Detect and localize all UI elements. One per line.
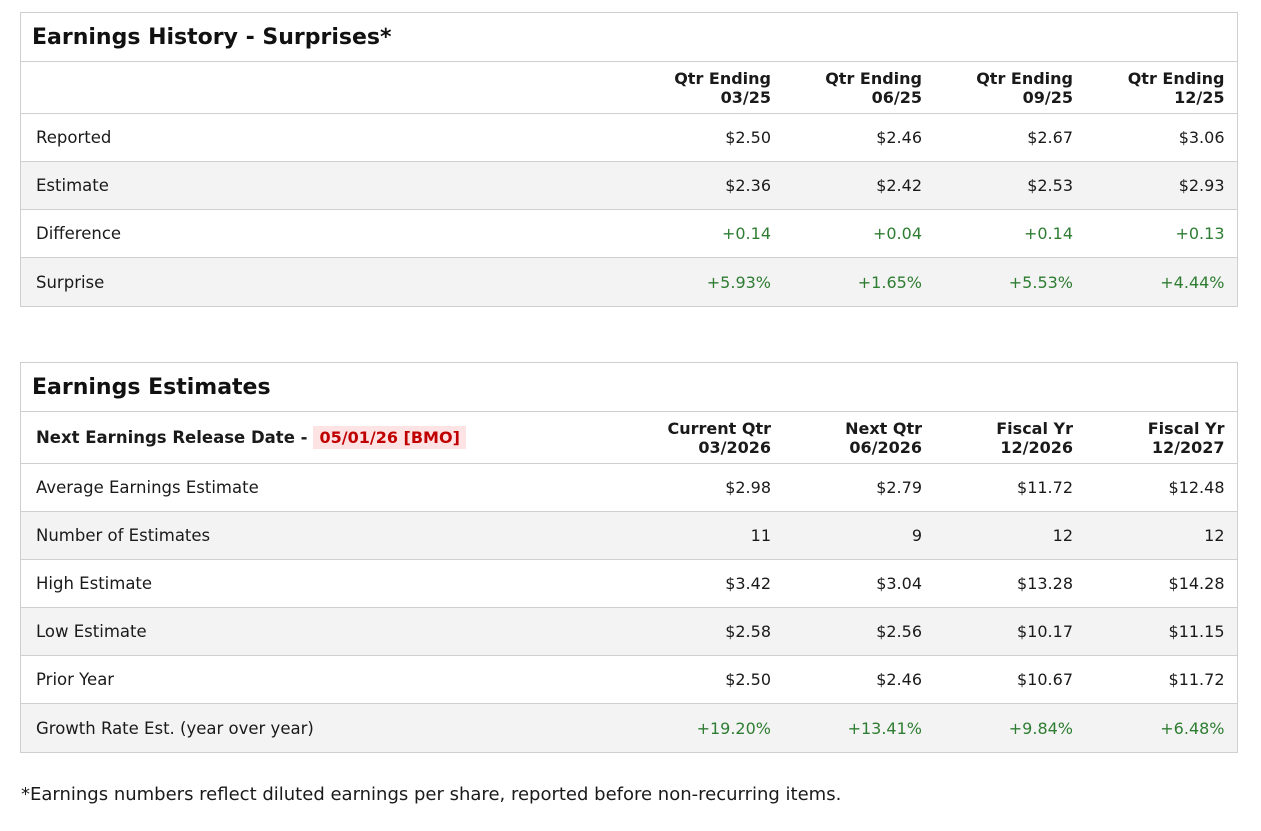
column-header: Qtr Ending 12/25 <box>1127 68 1225 107</box>
earnings-estimates-panel: Earnings Estimates Next Earnings Release… <box>20 362 1238 753</box>
row-label: Average Earnings Estimate <box>36 478 259 497</box>
row-label: Growth Rate Est. (year over year) <box>36 718 314 738</box>
table-cell: $12.48 <box>1168 478 1225 497</box>
table-cell: $3.04 <box>876 574 922 593</box>
column-header: Current Qtr 03/2026 <box>667 418 771 457</box>
table-cell: $2.56 <box>876 622 922 641</box>
table-cell: 12 <box>1204 526 1225 545</box>
column-header: Qtr Ending 06/25 <box>825 68 922 107</box>
table-cell: +5.53% <box>1008 272 1073 292</box>
earnings-estimates-title: Earnings Estimates <box>21 363 1237 412</box>
row-label: Prior Year <box>36 670 115 689</box>
release-date-label: Next Earnings Release Date - <box>36 428 308 447</box>
table-cell: $3.06 <box>1178 128 1225 147</box>
table-cell: $2.67 <box>1027 128 1073 147</box>
table-row: Number of Estimates 11 9 12 12 <box>21 512 1237 560</box>
table-row: High Estimate $3.42 $3.04 $13.28 $14.28 <box>21 560 1237 608</box>
table-cell: $2.46 <box>876 670 922 689</box>
table-cell: 9 <box>911 526 922 545</box>
table-cell: $10.17 <box>1017 622 1073 641</box>
column-header: Fiscal Yr 12/2026 <box>996 418 1073 457</box>
table-cell: +4.44% <box>1160 272 1225 292</box>
table-cell: +13.41% <box>847 718 922 738</box>
table-cell: +6.48% <box>1160 718 1225 738</box>
table-row: Prior Year $2.50 $2.46 $10.67 $11.72 <box>21 656 1237 704</box>
table-row: Growth Rate Est. (year over year) +19.20… <box>21 704 1237 752</box>
release-date-cell: Next Earnings Release Date - 05/01/26 [B… <box>21 426 621 449</box>
row-label: Difference <box>36 224 122 243</box>
release-date-value: 05/01/26 [BMO] <box>313 426 466 449</box>
table-cell: $2.53 <box>1027 176 1073 195</box>
table-cell: 12 <box>1052 526 1073 545</box>
table-row: Difference +0.14 +0.04 +0.14 +0.13 <box>21 210 1237 258</box>
table-cell: 11 <box>750 526 771 545</box>
table-cell: +1.65% <box>857 272 922 292</box>
table-cell: $2.50 <box>725 670 771 689</box>
table-cell: $11.72 <box>1168 670 1225 689</box>
footnote: *Earnings numbers reflect diluted earnin… <box>21 784 842 805</box>
column-header: Qtr Ending 03/25 <box>674 68 771 107</box>
table-cell: $3.42 <box>725 574 771 593</box>
table-cell: $2.98 <box>725 478 771 497</box>
row-label: Surprise <box>36 272 105 292</box>
table-cell: +0.04 <box>872 224 922 243</box>
row-label: Estimate <box>36 176 109 195</box>
earnings-history-title: Earnings History - Surprises* <box>21 13 1237 62</box>
column-header: Next Qtr 06/2026 <box>845 418 922 457</box>
row-label: Reported <box>36 128 112 147</box>
row-label: Number of Estimates <box>36 526 211 545</box>
table-cell: $2.79 <box>876 478 922 497</box>
earnings-history-panel: Earnings History - Surprises* Qtr Ending… <box>20 12 1238 307</box>
table-cell: $10.67 <box>1017 670 1073 689</box>
table-cell: $2.50 <box>725 128 771 147</box>
table-cell: $2.46 <box>876 128 922 147</box>
table-cell: +9.84% <box>1008 718 1073 738</box>
table-cell: $11.72 <box>1017 478 1073 497</box>
row-label: Low Estimate <box>36 622 147 641</box>
table-cell: +5.93% <box>706 272 771 292</box>
table-cell: $2.58 <box>725 622 771 641</box>
row-label: High Estimate <box>36 574 153 593</box>
table-cell: $14.28 <box>1168 574 1225 593</box>
table-cell: +0.14 <box>1023 224 1073 243</box>
table-row: Reported $2.50 $2.46 $2.67 $3.06 <box>21 114 1237 162</box>
table-cell: $11.15 <box>1168 622 1225 641</box>
table-row: Average Earnings Estimate $2.98 $2.79 $1… <box>21 464 1237 512</box>
column-header: Qtr Ending 09/25 <box>976 68 1073 107</box>
table-cell: +19.20% <box>696 718 771 738</box>
table-row: Surprise +5.93% +1.65% +5.53% +4.44% <box>21 258 1237 306</box>
column-header: Fiscal Yr 12/2027 <box>1147 418 1225 457</box>
table-cell: +0.13 <box>1175 224 1225 243</box>
table-cell: $2.42 <box>876 176 922 195</box>
table-cell: $2.36 <box>725 176 771 195</box>
table-row: Low Estimate $2.58 $2.56 $10.17 $11.15 <box>21 608 1237 656</box>
table-cell: $13.28 <box>1017 574 1073 593</box>
table-cell: +0.14 <box>721 224 771 243</box>
table-cell: $2.93 <box>1178 176 1225 195</box>
table-row: Estimate $2.36 $2.42 $2.53 $2.93 <box>21 162 1237 210</box>
earnings-history-header-row: Qtr Ending 03/25 Qtr Ending 06/25 Qtr Endi… <box>21 62 1237 114</box>
earnings-estimates-header-row: Next Earnings Release Date - 05/01/26 [B… <box>21 412 1237 464</box>
